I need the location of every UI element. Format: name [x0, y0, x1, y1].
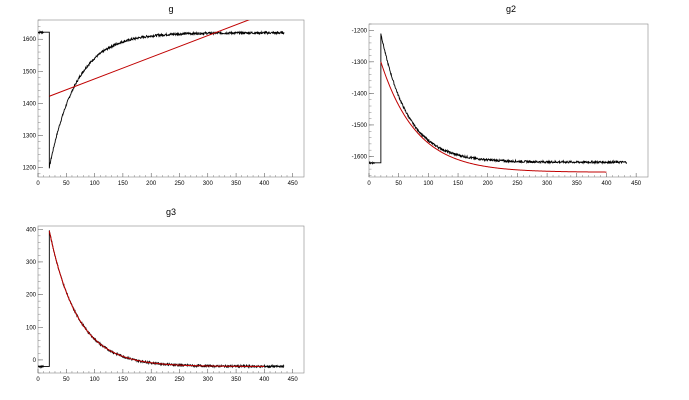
x-tick-label: 150: [453, 181, 464, 187]
series-fit: [48, 230, 265, 367]
series-data: [38, 230, 285, 369]
y-tick-label: 300: [26, 260, 37, 266]
y-tick-label: 1600: [23, 37, 37, 43]
y-tick-label: -1400: [352, 91, 368, 97]
plot-frame: [37, 19, 305, 178]
x-tick-label: 250: [174, 181, 185, 187]
y-tick-label: 0: [33, 358, 37, 364]
series-layer: [369, 33, 628, 173]
x-axis: 0 50 100 150 200 250 300 350 400 450: [36, 369, 298, 383]
chart-panel-g3: g3 0 50 100 150 200 250 300 350 400 450 0 100 200 30…: [26, 207, 305, 383]
x-tick-label: 250: [174, 377, 185, 383]
y-tick-label: 1300: [23, 133, 37, 139]
chart-title: g2: [506, 4, 516, 14]
x-tick-label: 50: [395, 181, 402, 187]
x-tick-label: 350: [231, 181, 242, 187]
chart-panel-g2: g2 0 50 100 150 200 250 300 350 400 450 -1600 -150…: [352, 4, 649, 187]
x-tick-label: 250: [512, 181, 523, 187]
x-tick-label: 450: [288, 181, 299, 187]
x-axis: 0 50 100 150 200 250 300 350 400 450: [367, 173, 642, 187]
x-tick-label: 100: [90, 181, 101, 187]
plot-frame: [368, 23, 649, 178]
y-tick-label: 1400: [23, 101, 37, 107]
x-tick-label: 300: [203, 377, 214, 383]
y-tick-label: 400: [26, 227, 37, 233]
x-tick-label: 50: [63, 377, 70, 383]
x-tick-label: 350: [231, 377, 242, 383]
y-axis: -1600 -1500 -1400 -1300 -1200: [352, 23, 374, 176]
y-tick-label: -1200: [352, 28, 368, 34]
y-axis: 0 100 200 300 400: [26, 227, 43, 374]
x-tick-label: 400: [259, 377, 270, 383]
x-tick-label: 0: [36, 181, 40, 187]
x-tick-label: 50: [63, 181, 70, 187]
x-tick-label: 200: [483, 181, 494, 187]
series-layer: [38, 230, 285, 369]
y-tick-label: 1500: [23, 69, 37, 75]
y-tick-label: 200: [26, 293, 37, 299]
y-tick-label: -1300: [352, 60, 368, 66]
y-tick-label: 100: [26, 325, 37, 331]
x-tick-label: 100: [90, 377, 101, 383]
x-tick-label: 150: [118, 377, 129, 383]
chart-title: g: [168, 4, 173, 14]
series-fit: [49, 20, 250, 97]
x-tick-label: 150: [118, 181, 129, 187]
x-tick-label: 100: [423, 181, 434, 187]
x-tick-label: 200: [146, 181, 157, 187]
y-tick-label: -1500: [352, 123, 368, 129]
series-layer: [38, 20, 285, 169]
plot-frame: [37, 225, 305, 374]
series-data: [369, 33, 628, 165]
chart-title: g3: [166, 207, 176, 217]
y-axis: 1200 1300 1400 1500 1600: [23, 19, 43, 174]
x-tick-label: 450: [631, 181, 642, 187]
x-tick-label: 450: [288, 377, 299, 383]
y-tick-label: 1200: [23, 165, 37, 171]
x-tick-label: 0: [367, 181, 371, 187]
x-axis: 0 50 100 150 200 250 300 350 400 450: [36, 173, 298, 187]
x-tick-label: 200: [146, 377, 157, 383]
series-data: [38, 30, 285, 169]
x-tick-label: 350: [572, 181, 583, 187]
y-tick-label: -1600: [352, 154, 368, 160]
x-tick-label: 300: [203, 181, 214, 187]
x-tick-label: 400: [259, 181, 270, 187]
x-tick-label: 400: [601, 181, 612, 187]
x-tick-label: 300: [542, 181, 553, 187]
x-tick-label: 0: [36, 377, 40, 383]
series-fit: [380, 61, 607, 173]
chart-panel-g: g 0 50 100 150 200 250 300 350 400 450 1200 1300 14…: [23, 4, 305, 187]
